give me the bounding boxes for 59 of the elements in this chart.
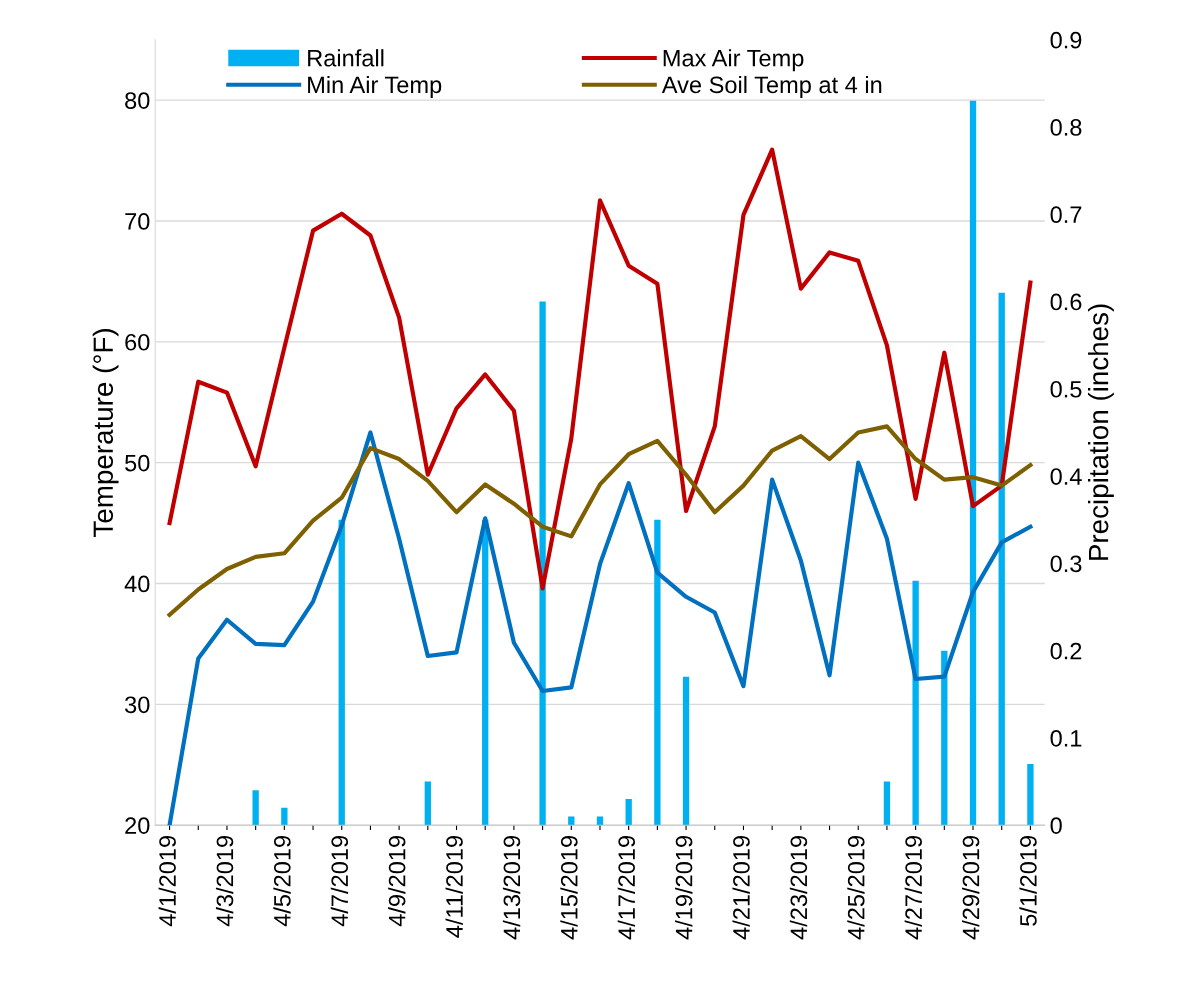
y-tick-label: 80: [125, 92, 150, 109]
legend-label: Max Air Temp: [663, 49, 804, 72]
bar: [424, 781, 431, 826]
bar: [338, 519, 345, 826]
y2-tick-label: 0.7: [1050, 206, 1082, 224]
y-tick-label: 30: [125, 696, 150, 714]
bar: [654, 519, 661, 826]
bar: [252, 790, 259, 826]
y-tick-label: 60: [125, 333, 150, 351]
x-tick-label: 5/1/2019: [1019, 836, 1037, 926]
y-tick-label: 70: [125, 213, 150, 230]
bar: [998, 292, 1005, 826]
x-tick-label: 4/11/2019: [445, 836, 463, 938]
y2-tick-label: 0.1: [1050, 729, 1082, 747]
bar: [912, 580, 919, 826]
bar: [596, 816, 604, 826]
y-axis-title: Temperature (°F): [92, 329, 119, 537]
bar: [969, 100, 977, 826]
y2-tick-label: 0.8: [1050, 119, 1082, 136]
x-tick-label: 4/19/2019: [675, 836, 693, 940]
y-tick-label: 20: [125, 817, 150, 834]
y-tick-label: 40: [124, 575, 150, 593]
line-series: [167, 424, 1033, 618]
y2-tick-label: 0.2: [1050, 642, 1082, 660]
x-tick-label: 4/1/2019: [158, 836, 176, 927]
x-tick-label: 4/3/2019: [215, 836, 234, 927]
x-tick-label: 4/5/2019: [273, 836, 291, 927]
line-series: [167, 430, 1033, 826]
y2-tick-label: 0.5: [1050, 380, 1082, 398]
x-tick-label: 4/21/2019: [732, 836, 750, 940]
legend-label: Min Air Temp: [308, 75, 442, 98]
x-tick-label: 4/7/2019: [330, 836, 349, 927]
x-tick-label: 4/29/2019: [962, 836, 980, 940]
line-series: [167, 147, 1033, 591]
x-tick-label: 4/9/2019: [388, 836, 406, 927]
x-tick-label: 4/27/2019: [904, 836, 922, 940]
legend-label: Rainfall: [308, 49, 384, 67]
x-tick-label: 4/15/2019: [560, 836, 578, 940]
x-tick-label: 4/13/2019: [502, 836, 521, 940]
y2-tick-label: 0.9: [1050, 31, 1082, 49]
x-tick-label: 4/23/2019: [789, 836, 808, 940]
legend-label: Ave Soil Temp at 4 in: [661, 75, 882, 98]
bar: [941, 650, 948, 826]
y2-tick-label: 0.6: [1050, 293, 1082, 311]
bar: [281, 807, 288, 826]
bar: [883, 781, 891, 826]
x-tick-label: 4/25/2019: [847, 836, 865, 940]
y2-tick-label: 0.3: [1050, 555, 1082, 573]
bar: [625, 799, 632, 826]
y-tick-label: 50: [125, 454, 150, 472]
bar: [1027, 764, 1034, 826]
x-tick-label: 4/17/2019: [617, 836, 636, 940]
bar: [568, 816, 575, 826]
y2-tick-label: 0: [1050, 817, 1062, 834]
y2-tick-label: 0.4: [1050, 468, 1082, 485]
bar: [682, 676, 690, 826]
y2-axis-title: Precipitation (inches): [1087, 304, 1114, 560]
bar: [539, 301, 546, 826]
bar: [482, 519, 489, 826]
